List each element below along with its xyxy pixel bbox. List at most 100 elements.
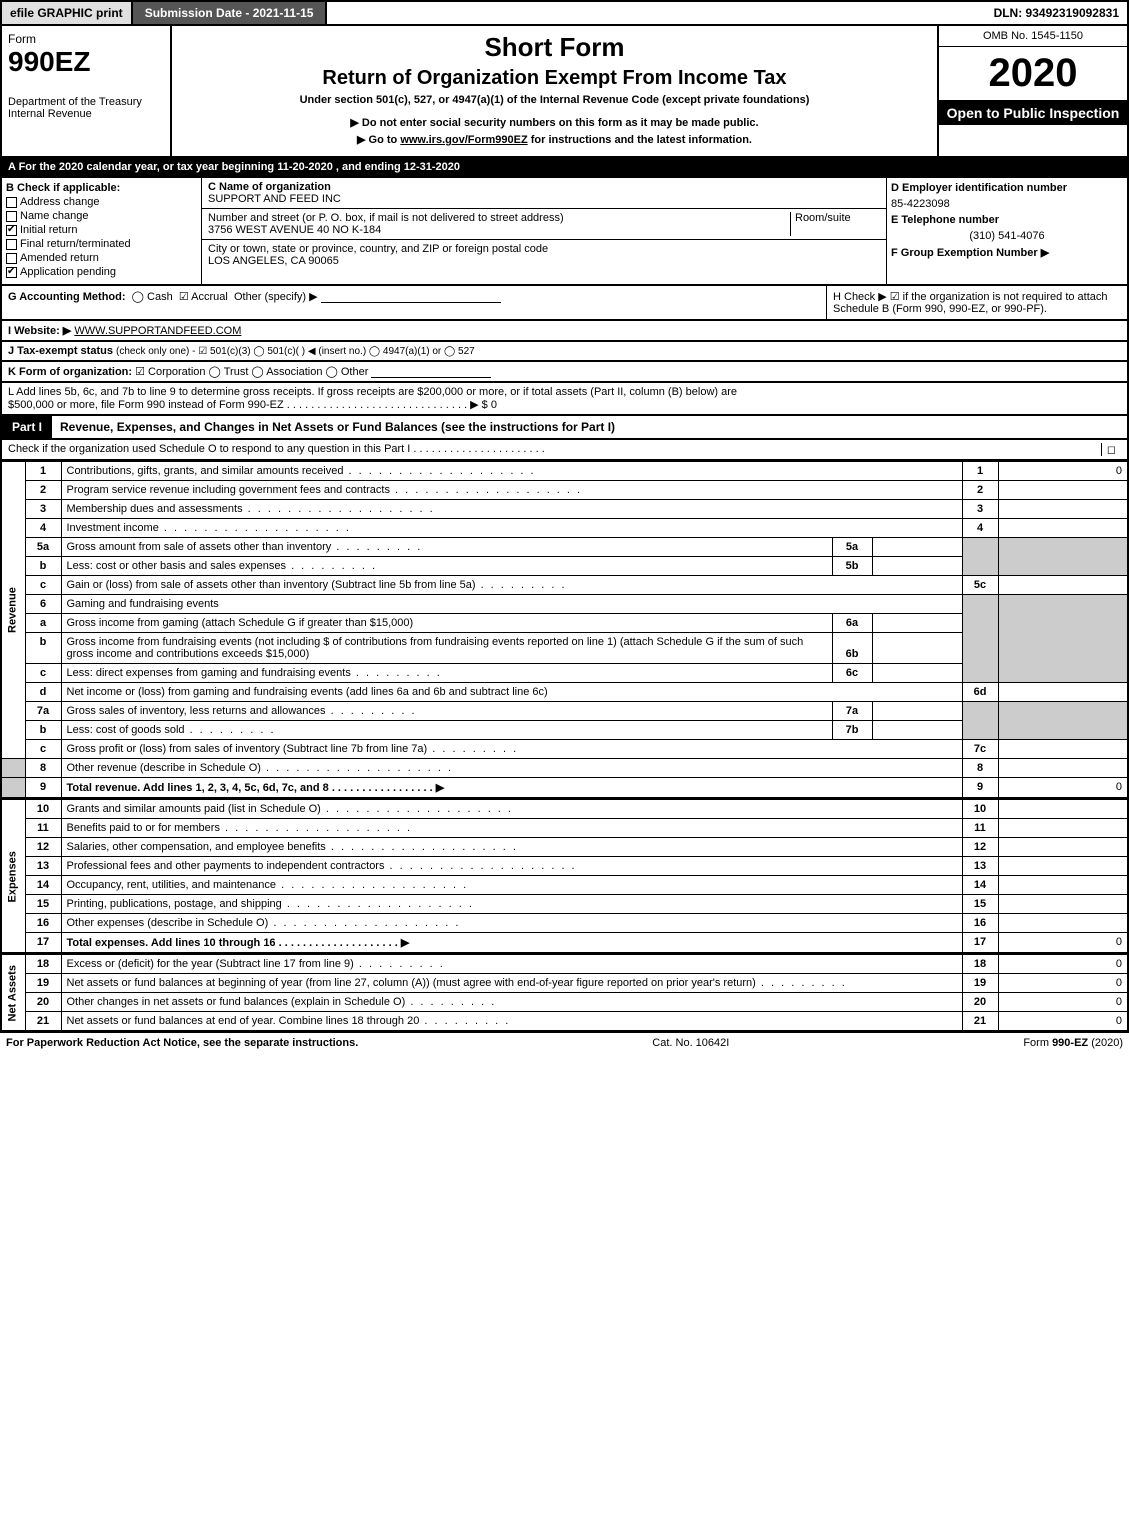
line-6b-desc: Gross income from fundraising events (no… — [61, 633, 832, 664]
line-7c: c Gross profit or (loss) from sales of i… — [1, 740, 1128, 759]
footer-right: Form 990-EZ (2020) — [1023, 1037, 1123, 1049]
row-g-cash[interactable]: Cash — [147, 291, 173, 303]
line-6d-desc: Net income or (loss) from gaming and fun… — [61, 683, 962, 702]
chk-application-pending[interactable]: Application pending — [6, 266, 197, 278]
line-17-num: 17 — [25, 933, 61, 954]
line-8-pad — [1, 759, 25, 778]
line-12-num: 12 — [25, 838, 61, 857]
line-5c-num: c — [25, 576, 61, 595]
line-7a-sv — [872, 702, 962, 721]
row-k-other-input[interactable] — [371, 365, 491, 378]
line-20-key: 20 — [962, 993, 998, 1012]
line-19-desc: Net assets or fund balances at beginning… — [67, 977, 847, 989]
line-11-desc: Benefits paid to or for members — [67, 822, 413, 834]
header-center: Short Form Return of Organization Exempt… — [172, 26, 937, 156]
line-7a-desc: Gross sales of inventory, less returns a… — [67, 705, 417, 717]
line-10-val — [998, 800, 1128, 819]
top-bar: efile GRAPHIC print Submission Date - 20… — [0, 0, 1129, 26]
chk-initial-return[interactable]: Initial return — [6, 224, 197, 236]
line-3-key: 3 — [962, 500, 998, 519]
revenue-vertical-label: Revenue — [1, 462, 25, 759]
section-c-org-info: C Name of organization SUPPORT AND FEED … — [202, 178, 887, 284]
line-20: 20 Other changes in net assets or fund b… — [1, 993, 1128, 1012]
row-g-other[interactable]: Other (specify) ▶ — [234, 291, 318, 303]
line-3: 3 Membership dues and assessments 3 — [1, 500, 1128, 519]
line-7c-key: 7c — [962, 740, 998, 759]
line-16-key: 16 — [962, 914, 998, 933]
part1-sub-checkbox[interactable]: ◻ — [1101, 443, 1121, 456]
line-6: 6 Gaming and fundraising events — [1, 595, 1128, 614]
line-6d: d Net income or (loss) from gaming and f… — [1, 683, 1128, 702]
chk-amended-return-label: Amended return — [20, 252, 99, 264]
line-6-num: 6 — [25, 595, 61, 614]
omb-number: OMB No. 1545-1150 — [939, 26, 1127, 47]
row-g-accrual[interactable]: Accrual — [191, 291, 228, 303]
line-5ab-shade — [962, 538, 998, 576]
line-17-desc: Total expenses. Add lines 10 through 16 … — [67, 937, 410, 949]
line-10-desc: Grants and similar amounts paid (list in… — [67, 803, 513, 815]
department-label: Department of the Treasury Internal Reve… — [8, 96, 164, 120]
line-2-desc: Program service revenue including govern… — [67, 484, 583, 496]
header-right: OMB No. 1545-1150 2020 Open to Public In… — [937, 26, 1127, 156]
net-assets-table: Net Assets 18 Excess or (deficit) for th… — [0, 954, 1129, 1032]
line-5b-desc: Less: cost or other basis and sales expe… — [67, 560, 378, 572]
line-7b-sv — [872, 721, 962, 740]
line-7ab-shade — [962, 702, 998, 740]
line-6a-desc: Gross income from gaming (attach Schedul… — [61, 614, 832, 633]
line-20-num: 20 — [25, 993, 61, 1012]
submission-date-label: Submission Date - 2021-11-15 — [133, 2, 328, 24]
line-3-desc: Membership dues and assessments — [67, 503, 435, 515]
org-name-row: C Name of organization SUPPORT AND FEED … — [202, 178, 886, 209]
line-5a-sn: 5a — [832, 538, 872, 557]
line-7b-desc: Less: cost of goods sold — [67, 724, 276, 736]
under-section-text: Under section 501(c), 527, or 4947(a)(1)… — [178, 94, 931, 106]
line-13: 13 Professional fees and other payments … — [1, 857, 1128, 876]
efile-print-label[interactable]: efile GRAPHIC print — [2, 2, 133, 24]
public-warning: ▶ Do not enter social security numbers o… — [178, 116, 931, 129]
line-18-desc: Excess or (deficit) for the year (Subtra… — [67, 958, 445, 970]
section-d-contact: D Employer identification number 85-4223… — [887, 178, 1127, 284]
chk-final-return[interactable]: Final return/terminated — [6, 238, 197, 250]
line-4-key: 4 — [962, 519, 998, 538]
tax-year: 2020 — [939, 47, 1127, 101]
line-5b: b Less: cost or other basis and sales ex… — [1, 557, 1128, 576]
chk-address-change[interactable]: Address change — [6, 196, 197, 208]
line-11-num: 11 — [25, 819, 61, 838]
org-name-label: C Name of organization — [208, 181, 880, 193]
row-k-form-org: K Form of organization: ☑ Corporation ◯ … — [0, 362, 1129, 383]
phone-label: E Telephone number — [891, 214, 999, 226]
line-7ab-shade-val — [998, 702, 1128, 740]
line-20-val: 0 — [998, 993, 1128, 1012]
part1-header: Part I Revenue, Expenses, and Changes in… — [0, 416, 1129, 440]
line-6b-sn: 6b — [832, 633, 872, 664]
revenue-table: Revenue 1 Contributions, gifts, grants, … — [0, 461, 1129, 799]
chk-initial-return-label: Initial return — [20, 224, 77, 236]
netassets-vertical-label: Net Assets — [1, 955, 25, 1032]
line-8-val — [998, 759, 1128, 778]
line-7c-val — [998, 740, 1128, 759]
chk-name-change[interactable]: Name change — [6, 210, 197, 222]
chk-amended-return[interactable]: Amended return — [6, 252, 197, 264]
line-17: 17 Total expenses. Add lines 10 through … — [1, 933, 1128, 954]
irs-link[interactable]: www.irs.gov/Form990EZ — [400, 134, 527, 146]
phone-value: (310) 541-4076 — [891, 230, 1123, 242]
row-g-other-input[interactable] — [321, 290, 501, 303]
line-10-key: 10 — [962, 800, 998, 819]
instructions-line: ▶ Go to www.irs.gov/Form990EZ for instru… — [178, 133, 931, 146]
line-12-key: 12 — [962, 838, 998, 857]
line-9: 9 Total revenue. Add lines 1, 2, 3, 4, 5… — [1, 778, 1128, 799]
row-l-gross-receipts: L Add lines 5b, 6c, and 7b to line 9 to … — [0, 383, 1129, 416]
line-5b-num: b — [25, 557, 61, 576]
website-value[interactable]: WWW.SUPPORTANDFEED.COM — [74, 325, 241, 337]
line-15: 15 Printing, publications, postage, and … — [1, 895, 1128, 914]
line-8-num: 8 — [25, 759, 61, 778]
line-9-key: 9 — [962, 778, 998, 799]
line-4-val — [998, 519, 1128, 538]
line-19-num: 19 — [25, 974, 61, 993]
line-2-key: 2 — [962, 481, 998, 500]
return-title: Return of Organization Exempt From Incom… — [178, 67, 931, 90]
group-exemption-label: F Group Exemption Number ▶ — [891, 247, 1049, 259]
line-4: 4 Investment income 4 — [1, 519, 1128, 538]
line-5ab-shade-val — [998, 538, 1128, 576]
line-7a-sn: 7a — [832, 702, 872, 721]
